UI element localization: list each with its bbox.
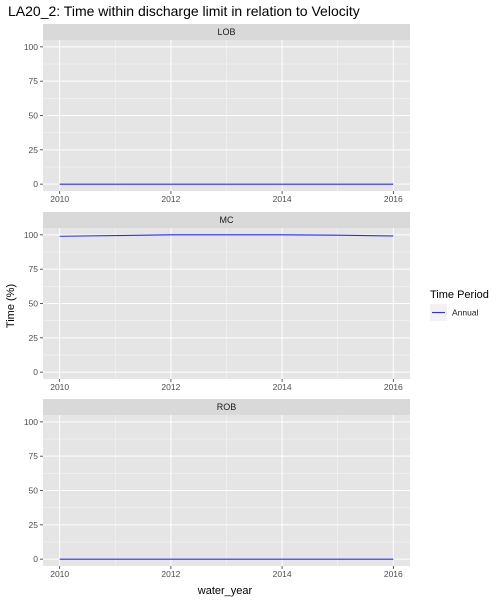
panel-strip-label: LOB [217, 27, 235, 37]
panel-strip [43, 399, 410, 415]
y-tick-label: 50 [29, 111, 39, 121]
x-tick-label: 2012 [161, 194, 180, 204]
y-tick-label: 100 [24, 417, 38, 427]
x-tick-label: 2010 [50, 569, 69, 579]
y-axis-title: Time (%) [5, 284, 17, 328]
y-tick-label: 0 [33, 367, 38, 377]
legend-label: Annual [452, 308, 479, 318]
y-tick-label: 100 [24, 42, 38, 52]
x-axis-title: water_year [197, 585, 253, 597]
x-tick-label: 2010 [50, 194, 69, 204]
x-tick-label: 2010 [50, 382, 69, 392]
panel-mc: MC 0 25 50 75 100 2010 2012 2014 2016 [24, 212, 410, 392]
legend: Time Period Annual [430, 289, 489, 321]
y-tick-label: 75 [29, 76, 39, 86]
panel-lob: LOB 0 25 50 75 100 2010 2012 2014 2016 [24, 24, 410, 204]
x-tick-label: 2016 [384, 569, 403, 579]
x-tick-label: 2012 [161, 382, 180, 392]
y-tick-label: 100 [24, 230, 38, 240]
panel-rob: ROB 0 25 50 75 100 2010 2012 2014 2016 [24, 399, 410, 579]
y-tick-label: 50 [29, 299, 39, 309]
chart-title: LA20_2: Time within discharge limit in r… [8, 3, 360, 19]
y-tick-label: 25 [29, 520, 39, 530]
y-tick-label: 75 [29, 451, 39, 461]
panel-strip [43, 212, 410, 228]
y-tick-label: 50 [29, 486, 39, 496]
x-tick-label: 2016 [384, 194, 403, 204]
x-tick-label: 2014 [273, 382, 292, 392]
legend-entries: Annual [430, 304, 479, 321]
panel-strip-label: MC [220, 215, 234, 225]
panel-strip-label: ROB [217, 402, 237, 412]
x-tick-label: 2012 [161, 569, 180, 579]
y-tick-label: 25 [29, 145, 39, 155]
y-tick-label: 25 [29, 333, 39, 343]
x-tick-label: 2014 [273, 569, 292, 579]
y-tick-label: 0 [33, 179, 38, 189]
y-tick-label: 0 [33, 554, 38, 564]
panel-strip [43, 24, 410, 40]
series-line-annual [59, 234, 394, 237]
y-tick-label: 75 [29, 264, 39, 274]
panels: LOB 0 25 50 75 100 2010 2012 2014 2016 MC 0 25 50 75 10… [24, 24, 410, 579]
x-tick-label: 2014 [273, 194, 292, 204]
x-tick-label: 2016 [384, 382, 403, 392]
legend-title: Time Period [430, 289, 489, 301]
